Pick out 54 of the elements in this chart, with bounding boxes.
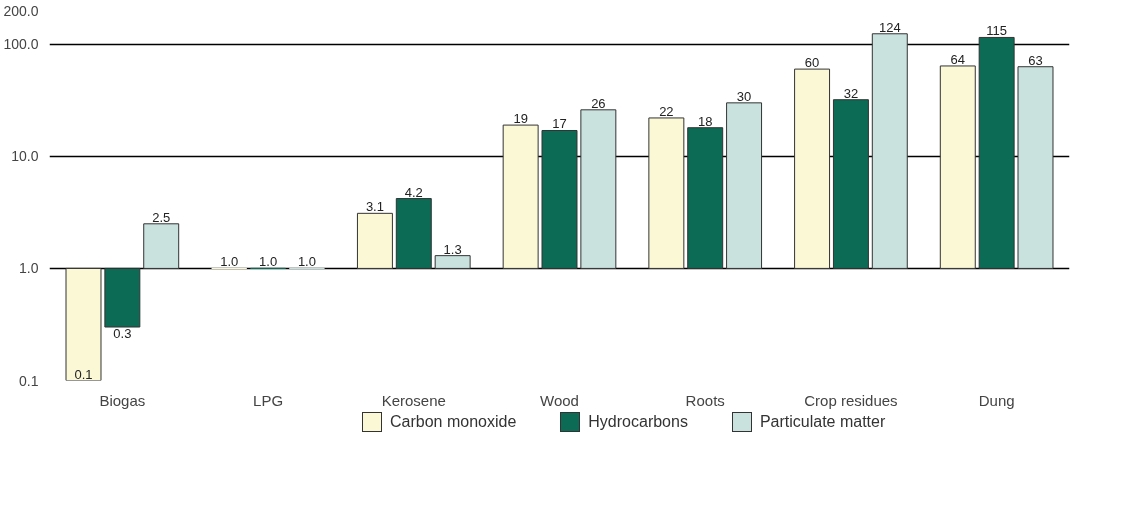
bar — [65, 267, 102, 381]
data-label: 18 — [697, 113, 713, 129]
bar — [541, 130, 578, 269]
data-label: 115 — [986, 23, 1008, 39]
data-label: 26 — [591, 95, 606, 111]
bar — [978, 36, 1015, 269]
data-label: 30 — [736, 88, 752, 104]
bar — [687, 127, 724, 269]
data-label: 0.3 — [113, 326, 132, 342]
data-label: 22 — [659, 103, 674, 119]
y-tick-label: 1.0 — [19, 260, 39, 277]
bar — [1017, 66, 1054, 269]
x-tick-label: LPG — [253, 391, 284, 409]
bar — [580, 109, 617, 269]
data-label: 1.0 — [297, 254, 316, 270]
data-label: 19 — [513, 111, 528, 127]
bar — [939, 65, 976, 269]
bar — [143, 223, 180, 269]
data-label: 32 — [843, 85, 859, 101]
bar — [104, 267, 141, 328]
data-label: 4.2 — [404, 184, 423, 200]
x-tick-label: Crop residues — [804, 391, 898, 409]
legend-label: Particulate matter — [758, 412, 886, 432]
data-label: 1.3 — [443, 241, 462, 257]
y-tick-label: 0.1 — [19, 372, 39, 389]
x-tick-label: Kerosene — [381, 391, 446, 409]
bar — [794, 68, 831, 269]
data-label: 1.0 — [259, 254, 278, 270]
bar — [434, 255, 471, 269]
data-label: 124 — [878, 19, 901, 35]
legend-label: Carbon monoxide — [389, 412, 517, 432]
bar — [356, 212, 393, 269]
y-tick-label: 200.0 — [3, 2, 39, 19]
x-tick-label: Wood — [540, 391, 579, 409]
y-tick-label: 100.0 — [3, 36, 39, 53]
legend-label: Hydrocarbons — [587, 412, 688, 432]
data-label: 3.1 — [365, 199, 384, 215]
data-label: 17 — [552, 116, 567, 132]
x-tick-label: Roots — [685, 391, 725, 409]
data-label: 63 — [1028, 52, 1043, 68]
bar — [648, 117, 685, 269]
bar — [726, 102, 763, 269]
data-label: 60 — [804, 55, 820, 71]
data-label: 64 — [950, 51, 966, 67]
y-tick-label: 10.0 — [11, 148, 39, 165]
data-label: 1.0 — [220, 254, 239, 270]
x-tick-label: Dung — [978, 391, 1015, 409]
data-label: 0.1 — [74, 366, 93, 382]
bar — [502, 124, 539, 269]
bar — [395, 198, 432, 269]
x-tick-label: Biogas — [99, 391, 146, 409]
bar — [871, 33, 908, 269]
bar — [832, 99, 869, 269]
data-label: 2.5 — [152, 209, 171, 225]
